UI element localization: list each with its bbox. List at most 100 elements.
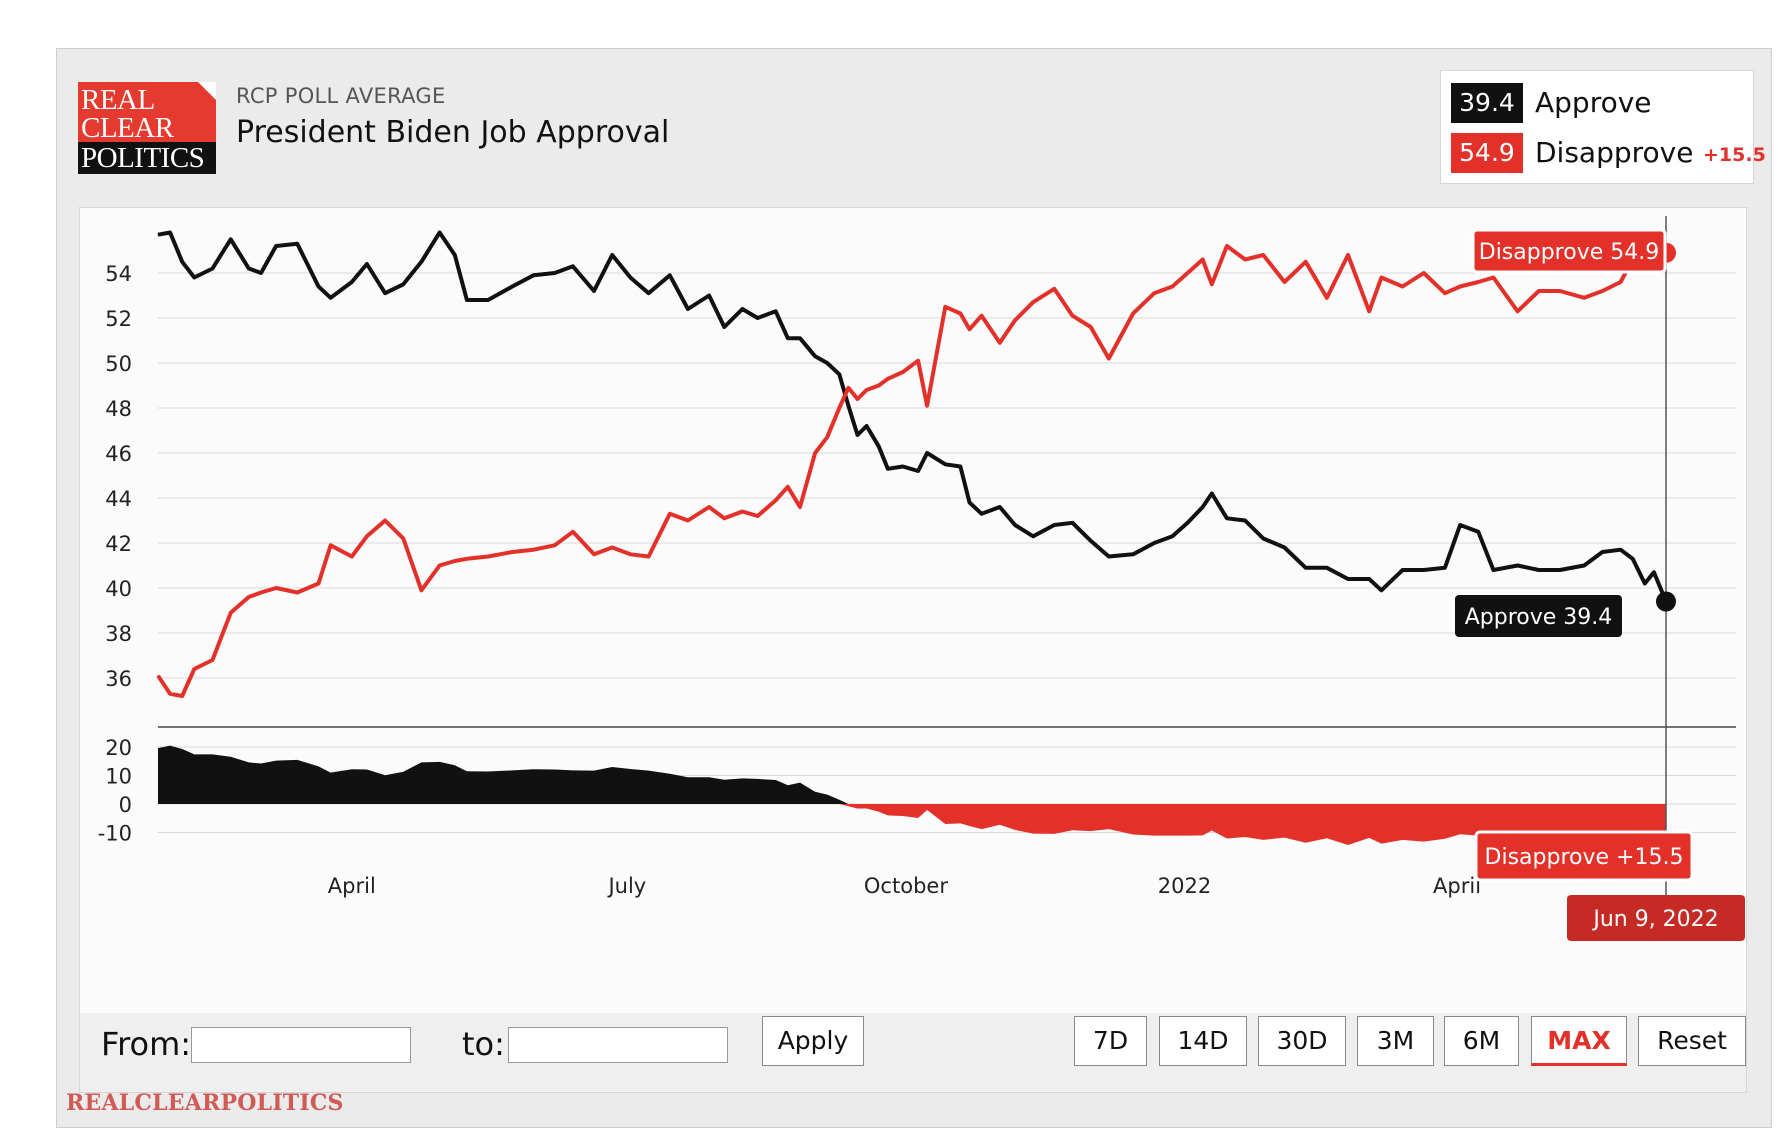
data-point-disapprove: [981, 315, 983, 317]
data-point-disapprove: [439, 565, 441, 566]
data-point-disapprove: [1583, 297, 1585, 299]
range-7d-button[interactable]: 7D: [1074, 1016, 1147, 1066]
rcp-logo[interactable]: REAL CLEAR POLITICS: [78, 82, 216, 174]
data-point-disapprove: [878, 385, 880, 386]
data-point-approve: [487, 299, 489, 301]
data-point-disapprove: [1620, 281, 1622, 283]
data-point-approve: [902, 466, 904, 467]
data-point-disapprove: [969, 328, 970, 330]
data-point-approve: [814, 355, 816, 357]
disapprove-value: 54.9: [1451, 133, 1523, 173]
spread-value: +15.5: [1703, 144, 1766, 166]
data-point-approve: [887, 468, 889, 470]
data-point-approve: [1032, 535, 1034, 537]
data-point-disapprove: [669, 513, 671, 515]
approval-chart[interactable]: 36 38 40 42 44 46 48 50 52 54 20 10 0 -10 April July Oct…: [80, 208, 1748, 1016]
data-point-disapprove: [1368, 310, 1370, 312]
data-point-approve: [1171, 535, 1173, 537]
data-point-disapprove: [1108, 358, 1110, 359]
data-point-approve: [181, 261, 183, 263]
data-point-disapprove: [857, 398, 858, 400]
data-point-disapprove: [1032, 301, 1034, 303]
data-point-disapprove: [787, 486, 789, 488]
data-point-disapprove: [708, 506, 710, 508]
range-6m-button[interactable]: 6M: [1444, 1016, 1519, 1066]
data-point-approve: [1644, 583, 1646, 584]
data-point-disapprove: [999, 342, 1001, 344]
data-point-disapprove: [1492, 277, 1494, 278]
data-point-approve: [275, 245, 277, 247]
data-point-disapprove: [611, 547, 613, 548]
data-point-approve: [318, 286, 319, 287]
data-point-disapprove: [838, 407, 840, 409]
data-point-disapprove: [847, 387, 849, 389]
spread-area-disapprove-lead: [158, 804, 1666, 849]
data-point-disapprove: [1171, 286, 1173, 287]
range-14d-button[interactable]: 14D: [1159, 1016, 1247, 1066]
reset-button[interactable]: Reset: [1638, 1016, 1746, 1066]
data-point-approve: [454, 254, 456, 256]
y-tick-label-38: 38: [105, 622, 132, 646]
from-date-input[interactable]: [191, 1027, 411, 1063]
disapprove-label: Disapprove: [1535, 136, 1694, 169]
data-point-approve: [1326, 567, 1328, 569]
data-point-disapprove: [330, 544, 332, 546]
data-point-disapprove: [466, 558, 468, 560]
data-point-approve: [708, 295, 710, 296]
y-tick-label-46: 46: [105, 442, 132, 466]
to-date-input[interactable]: [508, 1027, 728, 1063]
spread-tick-label-0: 0: [119, 793, 132, 817]
data-point-approve: [533, 274, 534, 276]
footer-brand[interactable]: REALCLEARPOLITICS: [66, 1090, 344, 1116]
logo-line-1: REAL: [81, 84, 155, 116]
data-point-disapprove: [1423, 272, 1425, 274]
disapprove-tooltip-box: [1471, 228, 1667, 274]
data-point-approve: [926, 452, 928, 454]
data-point-approve: [212, 268, 213, 269]
x-tick-label: 2022: [1158, 874, 1211, 898]
data-point-approve: [944, 463, 946, 465]
data-point-approve: [1368, 578, 1370, 580]
data-point-approve: [230, 238, 232, 240]
data-point-disapprove: [533, 549, 534, 551]
range-3m-button[interactable]: 3M: [1357, 1016, 1434, 1066]
data-point-approve: [466, 299, 468, 301]
data-point-disapprove: [1305, 261, 1307, 263]
approve-value: 39.4: [1451, 83, 1523, 123]
data-point-approve: [1620, 549, 1622, 551]
y-tick-label-36: 36: [105, 667, 132, 691]
y-tick-label-48: 48: [105, 397, 132, 421]
y-tick-label-54: 54: [105, 262, 132, 286]
range-30d-button[interactable]: 30D: [1258, 1016, 1346, 1066]
data-point-disapprove: [554, 544, 556, 546]
data-point-approve: [838, 373, 840, 375]
data-point-disapprove: [629, 553, 631, 555]
apply-button[interactable]: Apply: [762, 1016, 864, 1066]
data-point-disapprove: [1153, 292, 1155, 294]
data-point-approve: [787, 337, 789, 339]
data-point-disapprove: [511, 551, 513, 553]
data-point-disapprove: [193, 668, 195, 670]
data-point-approve: [741, 308, 743, 310]
y-tick-label-40: 40: [105, 577, 132, 601]
date-tooltip-box: [1567, 895, 1745, 941]
data-point-approve: [1653, 571, 1655, 573]
data-point-approve: [1262, 538, 1264, 539]
y-tick-label-42: 42: [105, 532, 132, 556]
data-point-approve: [757, 317, 759, 319]
x-tick-label: October: [864, 874, 948, 898]
data-point-approve: [1108, 556, 1110, 557]
data-point-disapprove: [1559, 290, 1561, 292]
data-point-approve: [1053, 524, 1055, 526]
data-point-disapprove: [1444, 292, 1446, 294]
data-point-approve: [611, 254, 613, 256]
range-max-button[interactable]: MAX: [1531, 1016, 1627, 1066]
data-point-disapprove: [248, 596, 250, 598]
data-point-disapprove: [318, 583, 319, 584]
data-point-approve: [847, 405, 849, 407]
data-point-disapprove: [944, 306, 946, 308]
y-tick-label-50: 50: [105, 352, 132, 376]
data-point-approve: [629, 277, 631, 278]
chart-area[interactable]: 36 38 40 42 44 46 48 50 52 54 20 10 0 -10 April July Oct…: [79, 207, 1747, 1015]
data-point-disapprove: [454, 560, 456, 562]
